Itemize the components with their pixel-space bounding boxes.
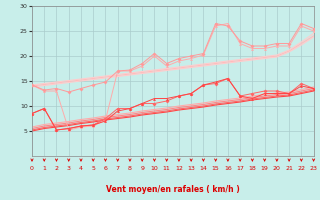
X-axis label: Vent moyen/en rafales ( km/h ): Vent moyen/en rafales ( km/h ) [106,185,240,194]
